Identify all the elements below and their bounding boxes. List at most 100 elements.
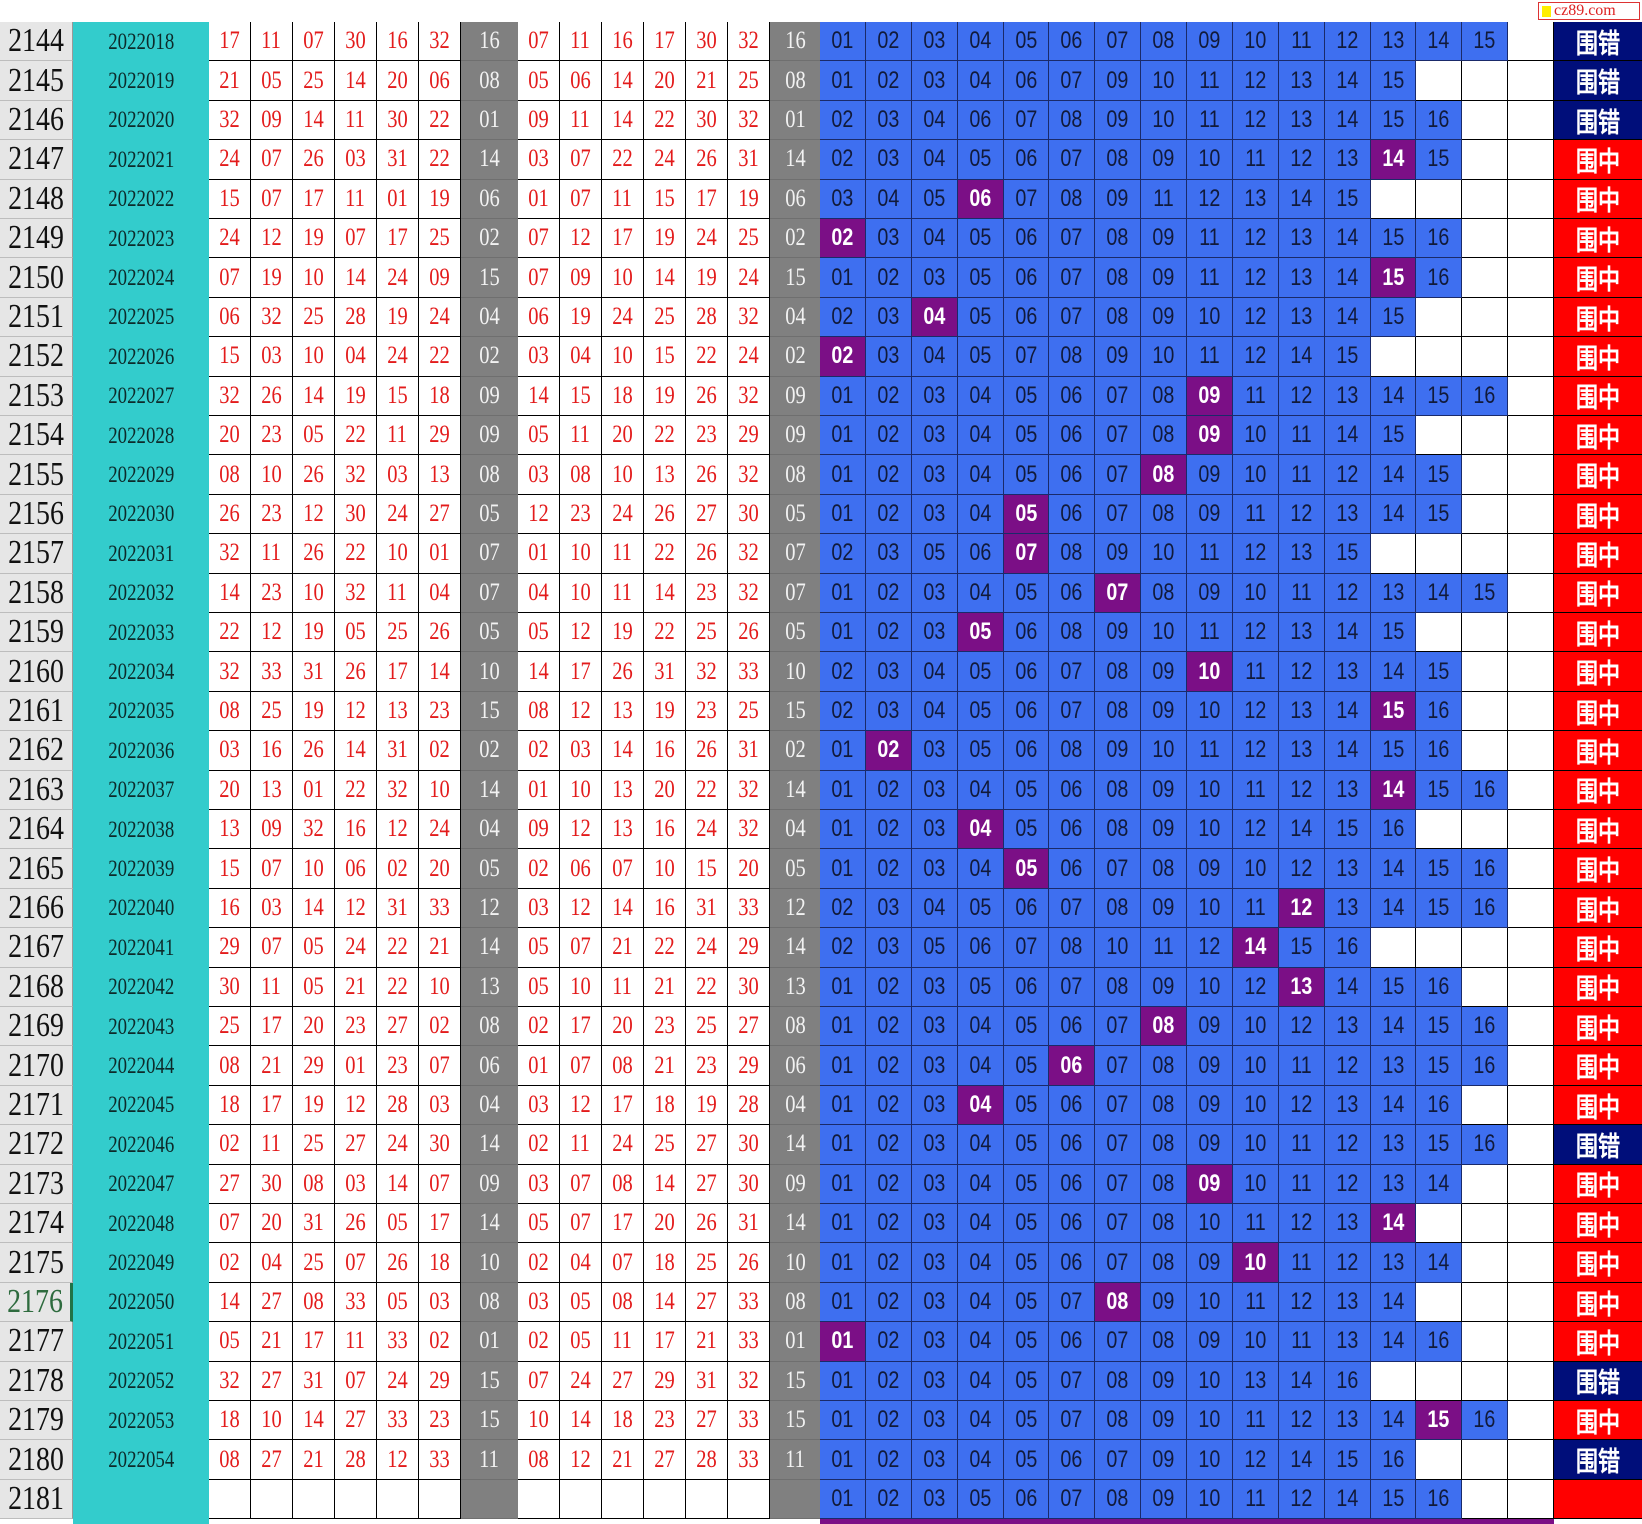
sorted-number-cell[interactable]: 11 (602, 1322, 644, 1362)
sorted-number-cell[interactable]: 32 (728, 297, 770, 338)
sorted-number-cell[interactable]: 07 (518, 258, 560, 298)
pick-cell[interactable]: 12 (1233, 297, 1279, 338)
blue-ball-repeat-cell[interactable]: 07 (770, 573, 820, 613)
blue-ball-cell[interactable]: 05 (461, 613, 518, 653)
blue-ball-repeat-cell[interactable]: 14 (770, 770, 820, 810)
sorted-number-cell[interactable]: 19 (686, 258, 728, 298)
pick-cell[interactable]: 13 (1279, 100, 1325, 141)
pick-cell[interactable]: 11 (1279, 22, 1325, 62)
sorted-number-cell[interactable]: 04 (560, 1243, 602, 1283)
pick-cell[interactable]: 05 (958, 1479, 1004, 1520)
pick-cell[interactable]: 02 (866, 1401, 912, 1441)
sorted-number-cell[interactable]: 27 (686, 1125, 728, 1165)
sorted-number-cell[interactable]: 11 (560, 22, 602, 62)
draw-number-cell[interactable]: 05 (377, 1204, 419, 1244)
sorted-number-cell[interactable]: 07 (560, 928, 602, 968)
empty-cell[interactable] (1462, 613, 1508, 653)
sorted-number-cell[interactable]: 02 (518, 1322, 560, 1362)
draw-number-cell[interactable]: 14 (377, 1164, 419, 1204)
draw-number-cell[interactable]: 08 (209, 455, 251, 495)
draw-number-cell[interactable]: 26 (293, 140, 335, 180)
pick-cell[interactable]: 06 (1004, 967, 1049, 1007)
draw-number-cell[interactable]: 06 (209, 297, 251, 338)
draw-number-cell[interactable]: 32 (209, 100, 251, 141)
draw-number-cell[interactable]: 19 (419, 179, 461, 219)
empty-cell[interactable] (1508, 297, 1554, 338)
sorted-number-cell[interactable]: 22 (644, 100, 686, 141)
draw-number-cell[interactable]: 17 (251, 1007, 293, 1047)
sorted-number-cell[interactable]: 20 (602, 1007, 644, 1047)
draw-number-cell[interactable]: 30 (377, 100, 419, 141)
pick-cell[interactable]: 08 (1095, 1361, 1141, 1401)
pick-cell[interactable]: 07 (1049, 61, 1095, 101)
pick-cell[interactable]: 16 (1416, 691, 1462, 732)
pick-cell[interactable]: 14 (1279, 337, 1325, 377)
row-header[interactable]: 2175 (0, 1243, 73, 1283)
draw-number-cell[interactable]: 32 (335, 573, 377, 613)
sorted-number-cell[interactable]: 12 (560, 691, 602, 732)
sorted-number-cell[interactable]: 02 (518, 731, 560, 771)
sorted-number-cell[interactable]: 05 (518, 1204, 560, 1244)
draw-number-cell[interactable]: 31 (377, 731, 419, 771)
pick-cell[interactable]: 13 (1279, 297, 1325, 338)
pick-cell[interactable]: 13 (1325, 770, 1371, 810)
draw-number-cell[interactable]: 22 (377, 928, 419, 968)
pick-cell[interactable]: 03 (912, 770, 958, 810)
draw-number-cell[interactable]: 10 (293, 258, 335, 298)
pick-cell[interactable]: 03 (912, 849, 958, 889)
draw-number-cell[interactable]: 07 (419, 1046, 461, 1086)
pick-cell[interactable]: 06 (1049, 1322, 1095, 1362)
empty-cell[interactable] (1508, 455, 1554, 495)
sorted-number-cell[interactable]: 14 (644, 573, 686, 613)
pick-cell[interactable]: 10 (1187, 1479, 1233, 1520)
pick-cell[interactable]: 10 (1233, 1322, 1279, 1362)
draw-number-cell[interactable]: 16 (251, 731, 293, 771)
draw-number-cell[interactable]: 23 (251, 573, 293, 613)
draw-number-cell[interactable]: 16 (377, 22, 419, 62)
pick-cell[interactable]: 09 (1141, 770, 1187, 810)
sorted-number-cell[interactable]: 06 (560, 849, 602, 889)
draw-number-cell[interactable]: 23 (251, 494, 293, 535)
pick-cell[interactable]: 12 (1233, 258, 1279, 298)
status-cell[interactable]: 围错 (1554, 22, 1642, 62)
blue-ball-cell[interactable]: 05 (461, 849, 518, 889)
pick-cell[interactable]: 06 (1004, 1479, 1049, 1520)
blue-ball-repeat-cell[interactable]: 10 (770, 652, 820, 692)
empty-cell[interactable] (1462, 140, 1508, 180)
pick-cell[interactable]: 04 (912, 652, 958, 692)
pick-cell[interactable]: 03 (912, 1361, 958, 1401)
sorted-number-cell[interactable]: 32 (728, 376, 770, 416)
draw-number-cell[interactable]: 11 (335, 1322, 377, 1362)
pick-cell[interactable]: 09 (1187, 1322, 1233, 1362)
blue-ball-repeat-cell[interactable]: 15 (770, 691, 820, 732)
pick-cell[interactable]: 01 (820, 573, 866, 613)
draw-number-cell[interactable]: 22 (419, 140, 461, 180)
sorted-number-cell[interactable]: 24 (686, 810, 728, 850)
sorted-number-cell[interactable]: 11 (602, 534, 644, 574)
draw-number-cell[interactable]: 25 (293, 1243, 335, 1283)
empty-cell[interactable] (1371, 179, 1416, 219)
pick-hit-cell[interactable]: 15 (1416, 1401, 1462, 1441)
empty-cell[interactable] (1416, 416, 1462, 456)
pick-cell[interactable]: 10 (1141, 613, 1187, 653)
sorted-number-cell[interactable]: 16 (644, 810, 686, 850)
pick-cell[interactable]: 05 (1004, 573, 1049, 613)
issue-cell[interactable]: 2022051 (73, 1322, 209, 1362)
sorted-number-cell[interactable]: 26 (686, 376, 728, 416)
pick-cell[interactable]: 12 (1187, 928, 1233, 968)
pick-cell[interactable]: 06 (1049, 849, 1095, 889)
pick-cell[interactable]: 09 (1187, 849, 1233, 889)
draw-number-cell[interactable]: 21 (251, 1322, 293, 1362)
pick-cell[interactable]: 04 (958, 1243, 1004, 1283)
pick-cell[interactable]: 09 (1141, 219, 1187, 259)
pick-cell[interactable]: 12 (1279, 770, 1325, 810)
draw-number-cell[interactable]: 27 (251, 1282, 293, 1323)
sorted-number-cell[interactable]: 24 (686, 219, 728, 259)
draw-number-cell[interactable]: 30 (335, 22, 377, 62)
pick-cell[interactable]: 04 (958, 1282, 1004, 1323)
pick-cell[interactable]: 04 (912, 100, 958, 141)
sorted-number-cell[interactable]: 25 (686, 613, 728, 653)
draw-number-cell[interactable]: 14 (293, 888, 335, 929)
status-cell[interactable] (1554, 1479, 1642, 1520)
draw-number-cell[interactable]: 31 (293, 1361, 335, 1401)
